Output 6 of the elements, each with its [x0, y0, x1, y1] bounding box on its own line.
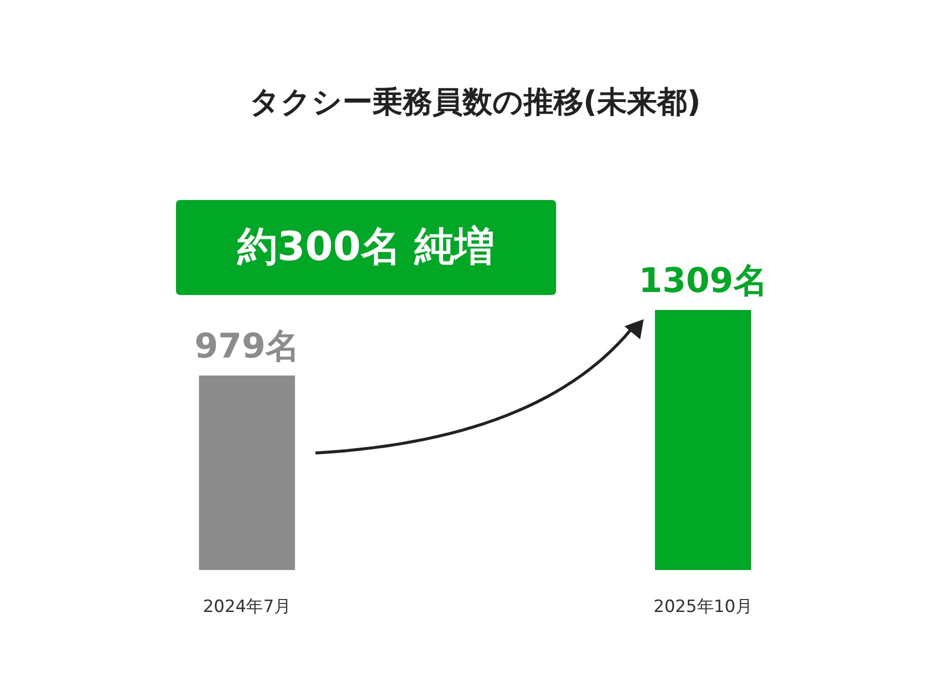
x-tick-label: 2024年7月: [202, 597, 292, 617]
text: 約300名 純増: [236, 224, 495, 270]
data-label: 1309名: [638, 261, 768, 301]
chart-title: タクシー乗務員数の推移(未来都): [249, 85, 701, 120]
data-label: 979名: [194, 326, 300, 367]
x-tick-label: 2025年10月: [654, 597, 752, 617]
